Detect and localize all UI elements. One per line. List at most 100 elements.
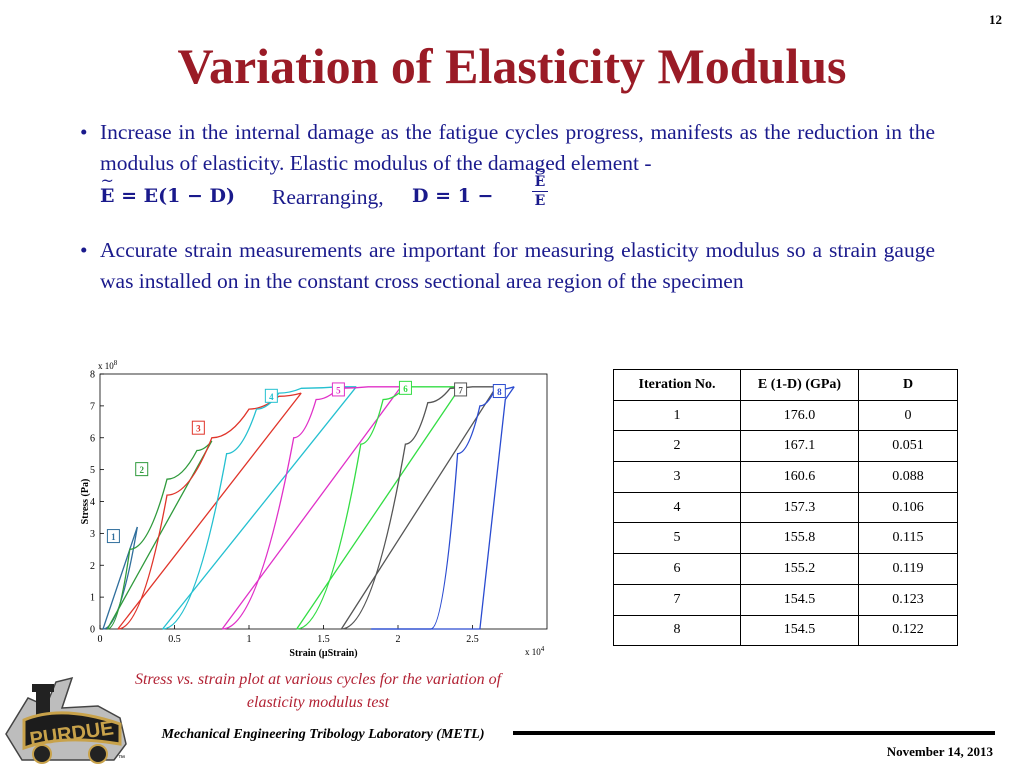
series-label-box-5: [331, 382, 345, 397]
cell-iteration: 3: [613, 461, 741, 493]
cell-damage: 0: [858, 399, 958, 432]
slide-date: November 14, 2013: [886, 744, 993, 759]
formula-rhs: = E(1 − D): [114, 185, 235, 207]
slide-title: Variation of Elasticity Modulus: [177, 38, 847, 94]
series-line-6: [296, 386, 461, 630]
modulus-fraction: E E: [532, 162, 548, 210]
cell-iteration: 7: [613, 583, 741, 616]
damage-formula: D = 1 −: [412, 185, 494, 207]
series-line-7: [341, 386, 497, 630]
cell-modulus: 176.0: [740, 399, 859, 432]
series-line-2: [107, 440, 213, 630]
cell-damage: 0.119: [858, 553, 958, 585]
y-tick-label: 4: [90, 497, 95, 508]
cell-iteration: 8: [613, 614, 741, 647]
cell-iteration: 4: [613, 491, 741, 524]
cell-damage: 0.115: [858, 522, 958, 555]
series-label-box-1: [106, 529, 120, 544]
series-label-1: 1: [111, 532, 116, 542]
x-tick-label: 1: [247, 634, 252, 645]
cell-iteration: 1: [613, 399, 741, 432]
table-header-row: Iteration No. E (1-D) (GPa) D: [613, 369, 958, 401]
table-row: 4 157.3 0.106: [613, 491, 958, 524]
page-number: 12: [989, 12, 1002, 27]
series-label-5: 5: [336, 385, 341, 395]
y-tick-label: 1: [90, 593, 95, 604]
cell-iteration: 2: [613, 430, 741, 463]
cell-damage: 0.106: [858, 491, 958, 524]
series-label-4: 4: [269, 392, 274, 402]
bullet-marker: •: [80, 238, 88, 262]
y-tick-label: 2: [90, 561, 95, 572]
series-line-5: [222, 386, 401, 630]
series-unload-7: [340, 386, 497, 630]
series-label-box-8: [492, 384, 506, 399]
series-label-8: 8: [497, 387, 502, 397]
series-label-box-7: [454, 382, 468, 397]
series-label-box-3: [191, 420, 205, 435]
x-tick-label: 2.5: [466, 634, 479, 645]
cell-iteration: 5: [613, 522, 741, 555]
series-unload-5: [221, 386, 402, 630]
table-row: 5 155.8 0.115: [613, 522, 958, 555]
y-tick-label: 7: [90, 401, 95, 412]
y-axis-label: Stress (Pa): [80, 479, 91, 525]
fraction-denominator: E: [534, 193, 546, 209]
y-tick-label: 0: [90, 625, 95, 636]
series-label-7: 7: [458, 385, 463, 395]
cell-damage: 0.088: [858, 461, 958, 493]
cell-iteration: 6: [613, 553, 741, 585]
cell-modulus: 155.8: [740, 522, 859, 555]
x-axis-label: Strain (μStrain): [289, 648, 357, 659]
header-modulus: E (1-D) (GPa): [740, 369, 859, 401]
series-unload-3: [117, 392, 302, 630]
footer-divider: [513, 731, 995, 735]
damaged-modulus-formula: E = E(1 − D): [100, 171, 235, 207]
series-unload-4: [162, 386, 357, 630]
bullet-text: Increase in the internal damage as the f…: [100, 120, 935, 175]
bullet-marker: •: [80, 120, 88, 144]
series-unload-6: [296, 386, 462, 630]
bullet-damage: • Increase in the internal damage as the…: [80, 117, 935, 179]
cell-damage: 0.123: [858, 583, 958, 616]
series-label-6: 6: [403, 384, 408, 394]
series-line-3: [117, 392, 302, 630]
table-row: 7 154.5 0.123: [613, 583, 958, 616]
fraction-numerator: E: [532, 162, 548, 192]
y-tick-label: 5: [90, 465, 95, 476]
series-label-box-6: [398, 380, 412, 395]
chart-caption: Stress vs. strain plot at various cycles…: [134, 671, 502, 711]
table-row: 6 155.2 0.119: [613, 553, 958, 585]
table-row: 2 167.1 0.051: [613, 430, 958, 463]
y-tick-label: 3: [90, 529, 95, 540]
cell-modulus: 160.6: [740, 461, 859, 493]
series-unload-1: [102, 526, 138, 630]
e-tilde: E: [100, 171, 115, 207]
series-label-2: 2: [139, 465, 144, 475]
stress-strain-chart: 0 0.5 1 1.5 2 2.5 0 1 2 3 4 5 6 7 8 x 108 x 104 Strain (μ…: [80, 354, 560, 664]
y-multiplier: x 108: [98, 359, 118, 371]
x-tick-label: 0: [98, 634, 103, 645]
x-tick-label: 1.5: [317, 634, 330, 645]
purdue-train-logo-icon: PURDUE ™: [5, 676, 127, 764]
series-label-3: 3: [196, 424, 201, 434]
series-label-box-2: [135, 462, 149, 477]
table-row: 1 176.0 0: [613, 399, 958, 432]
cell-damage: 0.051: [858, 430, 958, 463]
cell-modulus: 154.5: [740, 614, 859, 647]
bullet-strain-gauge: • Accurate strain measurements are impor…: [80, 235, 935, 297]
trademark-mark: ™: [118, 755, 125, 762]
header-damage: D: [858, 369, 958, 401]
cell-modulus: 167.1: [740, 430, 859, 463]
bullet-text: Accurate strain measurements are importa…: [100, 238, 935, 293]
x-tick-label: 2: [396, 634, 401, 645]
lab-name: Mechanical Engineering Tribology Laborat…: [161, 727, 485, 742]
x-multiplier: x 104: [525, 645, 545, 657]
cell-modulus: 157.3: [740, 491, 859, 524]
y-tick-label: 8: [90, 370, 95, 381]
formula-line: E = E(1 − D) Rearranging, D = 1 − E E: [80, 162, 935, 223]
rearranging-label: Rearranging,: [272, 185, 384, 209]
series-label-box-4: [264, 388, 278, 403]
table-row: 3 160.6 0.088: [613, 461, 958, 493]
